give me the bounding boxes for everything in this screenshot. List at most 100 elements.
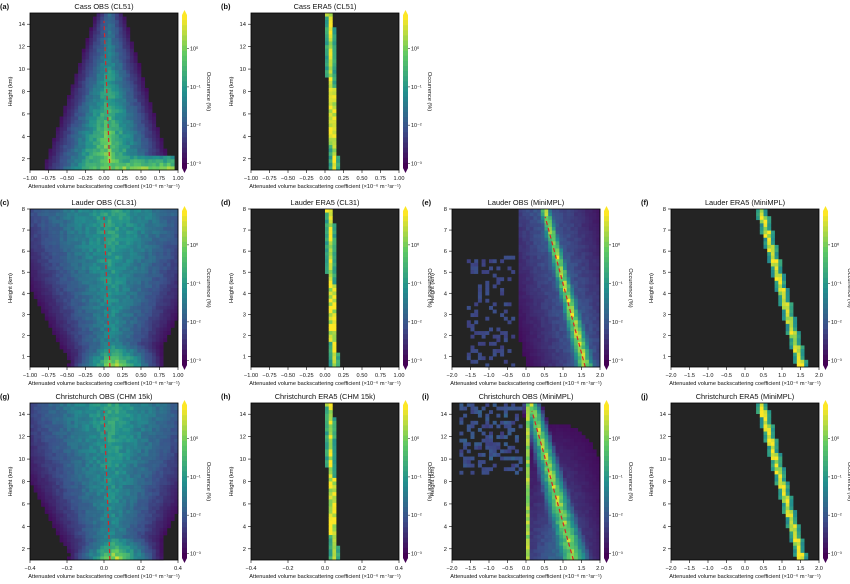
- heatmap-cell: [126, 123, 131, 128]
- heatmap-cells: [325, 209, 341, 368]
- heatmap-cell: [118, 123, 123, 128]
- heatmap-cell: [785, 316, 790, 321]
- heatmap-cell: [115, 105, 120, 110]
- heatmap-cell: [122, 134, 127, 139]
- heatmap-cell: [563, 359, 567, 364]
- heatmap-cell: [170, 237, 175, 242]
- heatmap-cell: [577, 212, 582, 217]
- heatmap-cell: [133, 66, 138, 71]
- heatmap-cell: [152, 291, 157, 296]
- heatmap-cell: [44, 298, 49, 303]
- heatmap-cell: [163, 334, 168, 339]
- heatmap-cell: [74, 288, 79, 292]
- heatmap-cell: [588, 277, 593, 282]
- heatmap-cell: [581, 273, 586, 278]
- heatmap-cell: [540, 288, 545, 292]
- colorbar-segment: [403, 226, 408, 232]
- heatmap-cell: [118, 356, 123, 361]
- y-tick-label: 3: [663, 312, 666, 318]
- heatmap-cell: [118, 277, 123, 282]
- heatmap-cell: [78, 356, 83, 361]
- heatmap-cell: [526, 219, 530, 224]
- heatmap-cell: [577, 309, 582, 314]
- heatmap-cell: [55, 338, 60, 343]
- colorbar-segment: [604, 344, 609, 350]
- heatmap-cell: [92, 417, 97, 422]
- heatmap-cell: [96, 91, 101, 96]
- heatmap-cell: [566, 252, 571, 256]
- heatmap-cell: [141, 166, 145, 171]
- heatmap-cell: [37, 410, 42, 415]
- heatmap-cell: [533, 266, 538, 271]
- heatmap-cell: [328, 270, 333, 274]
- heatmap-cell: [166, 252, 171, 256]
- heatmap-cell: [588, 338, 593, 343]
- heatmap-cell: [537, 209, 542, 213]
- heatmap-cell: [67, 226, 71, 231]
- heatmap-cell: [92, 237, 97, 242]
- heatmap-cell: [574, 259, 579, 264]
- heatmap-cell: [81, 48, 86, 53]
- heatmap-cell: [328, 288, 333, 292]
- heatmap-cell: [137, 305, 142, 310]
- heatmap-cell: [570, 209, 575, 213]
- heatmap-cell: [159, 270, 164, 274]
- heatmap-cell: [566, 216, 571, 221]
- heatmap-cell: [163, 152, 168, 157]
- heatmap-cell: [152, 234, 157, 239]
- heatmap-cell: [566, 234, 571, 239]
- heatmap-cell: [133, 230, 138, 235]
- heatmap-cell: [148, 352, 153, 357]
- heatmap-cell: [133, 305, 138, 310]
- heatmap-cell: [81, 313, 86, 318]
- heatmap-cell: [763, 209, 768, 213]
- heatmap-cell: [92, 280, 97, 285]
- heatmap-cell: [100, 273, 105, 278]
- heatmap-cell: [126, 41, 131, 46]
- heatmap-cell: [59, 327, 64, 332]
- colorbar-segment: [182, 262, 187, 268]
- heatmap-cell: [592, 295, 597, 300]
- heatmap-cell: [41, 295, 46, 300]
- heatmap-cell: [174, 427, 179, 432]
- heatmap-cell: [778, 298, 783, 303]
- mean-profile-line: [103, 20, 111, 171]
- heatmap-cell: [163, 248, 168, 253]
- y-tick-label: 8: [444, 207, 447, 213]
- heatmap-cell: [104, 155, 108, 160]
- heatmap-cell: [81, 84, 86, 89]
- heatmap-cell: [596, 259, 601, 264]
- heatmap-cell: [503, 338, 508, 343]
- heatmap-cell: [137, 288, 142, 292]
- heatmap-cell: [503, 309, 508, 314]
- heatmap-cell: [118, 420, 123, 425]
- heatmap-cell: [551, 291, 556, 296]
- heatmap-cell: [96, 305, 101, 310]
- heatmap-cell: [518, 316, 523, 321]
- heatmap-cell: [526, 298, 530, 303]
- heatmap-cell: [92, 70, 97, 74]
- heatmap-cell: [551, 334, 556, 339]
- heatmap-cell: [92, 413, 97, 418]
- heatmap-cell: [122, 341, 127, 346]
- heatmap-cell: [144, 259, 149, 264]
- heatmap-cell: [537, 226, 542, 231]
- heatmap-cell: [555, 230, 560, 235]
- heatmap-cell: [332, 345, 337, 350]
- heatmap-cell: [78, 349, 83, 353]
- heatmap-cell: [100, 442, 105, 447]
- heatmap-cell: [332, 359, 337, 364]
- heatmap-cell: [100, 145, 105, 149]
- heatmap-cell: [89, 349, 94, 353]
- colorbar-segment: [182, 15, 187, 21]
- colorbar-segment: [604, 282, 609, 289]
- heatmap-cell: [174, 284, 179, 289]
- heatmap-cell: [559, 338, 564, 343]
- heatmap-cell: [118, 237, 123, 242]
- heatmap-cell: [41, 445, 46, 450]
- heatmap-cell: [96, 123, 101, 128]
- heatmap-cell: [41, 280, 46, 285]
- heatmap-cell: [70, 313, 75, 318]
- heatmap-cell: [137, 95, 142, 99]
- heatmap-cell: [122, 359, 127, 364]
